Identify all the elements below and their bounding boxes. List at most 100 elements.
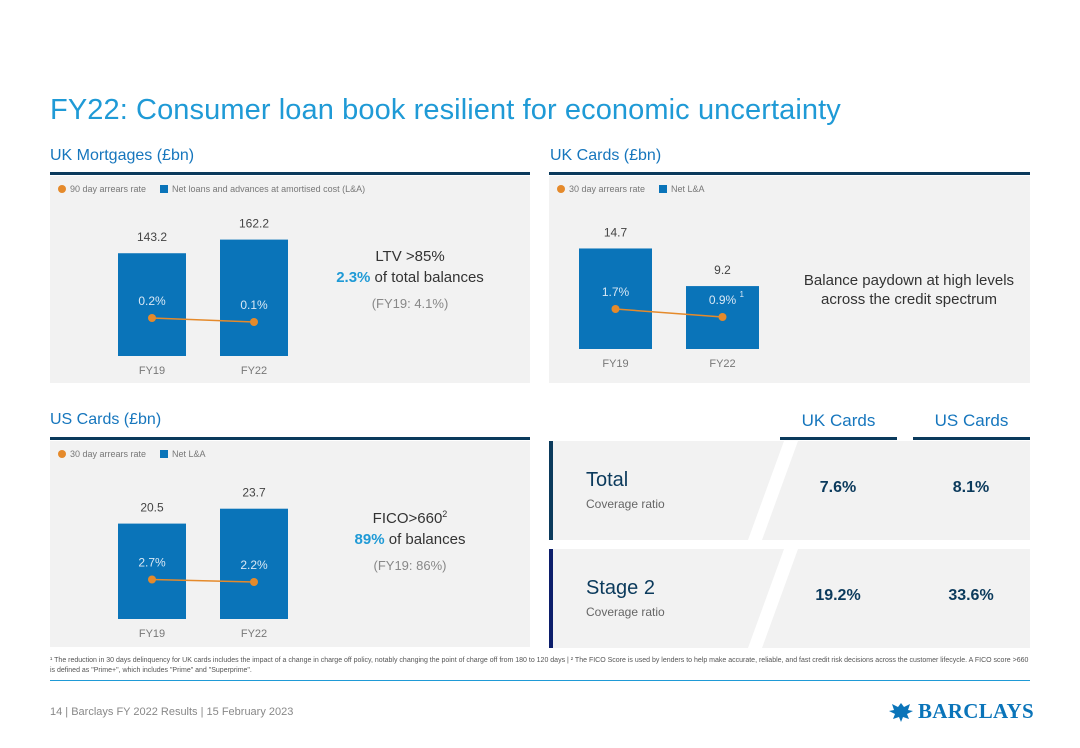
- uk-cards-legend: 30 day arrears rate Net L&A: [557, 184, 705, 194]
- uk-mortgages-chart: 143.2 FY19 0.2% 162.2 FY22 0.1%: [118, 217, 288, 377]
- legend-bar-label: Net L&A: [671, 184, 705, 194]
- fico-share-text: of balances: [384, 531, 466, 548]
- rate-point-fy19: [611, 305, 620, 313]
- bar-fy19: [118, 523, 186, 619]
- coverage-col-us-rule: [913, 437, 1030, 440]
- coverage-row-sub: Coverage ratio: [586, 497, 665, 511]
- us-cards-chart: 20.5 FY19 2.7% 23.7 FY22 2.2%: [118, 486, 288, 640]
- fico-label-text: FICO>660: [372, 510, 443, 527]
- bar-value-label: 23.7: [242, 486, 266, 500]
- logo-text: BARCLAYS: [918, 699, 1034, 723]
- uk-cards-heading: UK Cards (£bn): [550, 147, 662, 164]
- footer-rule: [50, 680, 1030, 681]
- uk-cards-chart: 14.7 FY19 1.7% 9.2 FY22 0.9% 1: [579, 225, 759, 370]
- rate-label: 0.9%: [709, 293, 737, 307]
- coverage-row-stage2: Stage 2 Coverage ratio 19.2% 33.6%: [549, 549, 1030, 648]
- uk-cards-panel: 30 day arrears rate Net L&A 14.7 FY19 1.7%…: [549, 176, 1030, 383]
- us-cards-panel: 30 day arrears rate Net L&A 20.5 FY19 2.7%…: [50, 441, 530, 647]
- ltv-label: LTV >85%: [375, 248, 445, 265]
- coverage-row-name: Stage 2: [586, 577, 655, 599]
- ltv-share: 2.3% of total balances: [310, 269, 510, 286]
- coverage-row-accent: [549, 441, 553, 540]
- coverage-col-uk: UK Cards: [801, 411, 876, 430]
- ltv-fy19: (FY19: 4.1%): [371, 296, 449, 311]
- us-cards-heading: US Cards (£bn): [50, 411, 162, 428]
- x-tick-label: FY19: [602, 358, 628, 370]
- uk-cards-rule: [549, 172, 1030, 175]
- uk-mortgages-rule: [50, 172, 530, 175]
- page-footer: 14 | Barclays FY 2022 Results | 15 Febru…: [50, 706, 294, 718]
- rate-line: [151, 578, 255, 583]
- uk-mortgages-panel: 90 day arrears rate Net loans and advanc…: [50, 176, 530, 383]
- rate-point-fy19: [148, 575, 156, 584]
- x-tick-label: FY22: [709, 358, 735, 370]
- bar-value-label: 20.5: [140, 501, 164, 515]
- coverage-total-uk: 7.6%: [819, 479, 857, 496]
- legend-rate-dot: [58, 185, 66, 193]
- paydown-line2: across the credit spectrum: [821, 291, 997, 308]
- coverage-row-accent: [549, 549, 553, 648]
- legend-bar-swatch: [659, 185, 668, 193]
- bar-fy19: [118, 253, 186, 356]
- coverage-stage2-uk: 19.2%: [815, 587, 861, 604]
- legend-rate-label: 30 day arrears rate: [569, 184, 646, 194]
- eagle-icon: [889, 702, 913, 722]
- barclays-logo: BARCLAYS: [888, 699, 1034, 724]
- bar-fy19: [579, 248, 652, 349]
- legend-rate-label: 90 day arrears rate: [70, 184, 147, 194]
- rate-label: 2.2%: [240, 558, 268, 572]
- rate-point-fy22: [250, 318, 258, 326]
- bar-value-label: 162.2: [239, 217, 269, 231]
- x-tick-label: FY19: [139, 628, 165, 640]
- legend-rate-dot: [557, 185, 565, 193]
- coverage-row-name: Total: [586, 469, 629, 491]
- legend-rate-label: 30 day arrears rate: [70, 449, 147, 459]
- us-cards-side-text: FICO>6602 89% of balances (FY19: 86%): [310, 509, 510, 573]
- coverage-row-sub: Coverage ratio: [586, 605, 665, 619]
- x-tick-label: FY22: [241, 628, 267, 640]
- coverage-row-total: Total Coverage ratio 7.6% 8.1%: [549, 441, 1030, 540]
- ltv-share-text: of total balances: [370, 269, 484, 286]
- rate-label: 0.2%: [138, 294, 166, 308]
- rate-label: 0.1%: [240, 298, 268, 312]
- footnote: ¹ The reduction in 30 days delinquency f…: [50, 657, 1029, 674]
- rate-footnote-mark: 1: [740, 290, 745, 299]
- us-cards-legend: 30 day arrears rate Net L&A: [58, 449, 206, 459]
- legend-bar-label: Net L&A: [172, 449, 206, 459]
- x-tick-label: FY22: [241, 365, 267, 377]
- rate-point-fy19: [148, 314, 156, 322]
- rate-label: 2.7%: [138, 556, 166, 570]
- fico-label: FICO>6602: [310, 509, 510, 527]
- bar-value-label: 9.2: [714, 263, 731, 277]
- fico-share: 89% of balances: [310, 531, 510, 548]
- bar-fy22: [220, 508, 288, 619]
- fico-footnote-mark: 2: [442, 509, 448, 519]
- coverage-stage2-us: 33.6%: [948, 587, 994, 604]
- legend-rate-dot: [58, 450, 66, 458]
- rate-line: [615, 308, 723, 318]
- coverage-total-us: 8.1%: [952, 479, 990, 496]
- uk-mortgages-legend: 90 day arrears rate Net loans and advanc…: [58, 184, 365, 194]
- legend-bar-label: Net loans and advances at amortised cost…: [172, 184, 366, 194]
- bar-fy22: [220, 239, 288, 356]
- ltv-share-value: 2.3%: [336, 269, 371, 286]
- fico-share-value: 89%: [354, 531, 385, 548]
- rate-point-fy22: [718, 313, 727, 321]
- rate-line: [151, 317, 255, 323]
- bar-value-label: 143.2: [137, 230, 167, 244]
- legend-bar-swatch: [160, 450, 169, 458]
- rate-label: 1.7%: [602, 285, 630, 299]
- coverage-col-uk-rule: [780, 437, 897, 440]
- rate-point-fy22: [250, 578, 258, 586]
- legend-bar-swatch: [160, 185, 169, 193]
- bar-value-label: 14.7: [604, 225, 628, 239]
- fico-fy19: (FY19: 86%): [373, 558, 447, 573]
- uk-mortgages-heading: UK Mortgages (£bn): [50, 147, 195, 164]
- uk-mortgages-side-text: LTV >85% 2.3% of total balances (FY19: 4…: [310, 248, 510, 311]
- paydown-line1: Balance paydown at high levels: [803, 272, 1015, 289]
- us-cards-rule: [50, 437, 530, 440]
- x-tick-label: FY19: [139, 365, 165, 377]
- page-title: FY22: Consumer loan book resilient for e…: [50, 94, 841, 126]
- coverage-col-us: US Cards: [934, 411, 1009, 430]
- uk-cards-side-text: Balance paydown at high levels across th…: [794, 272, 1024, 308]
